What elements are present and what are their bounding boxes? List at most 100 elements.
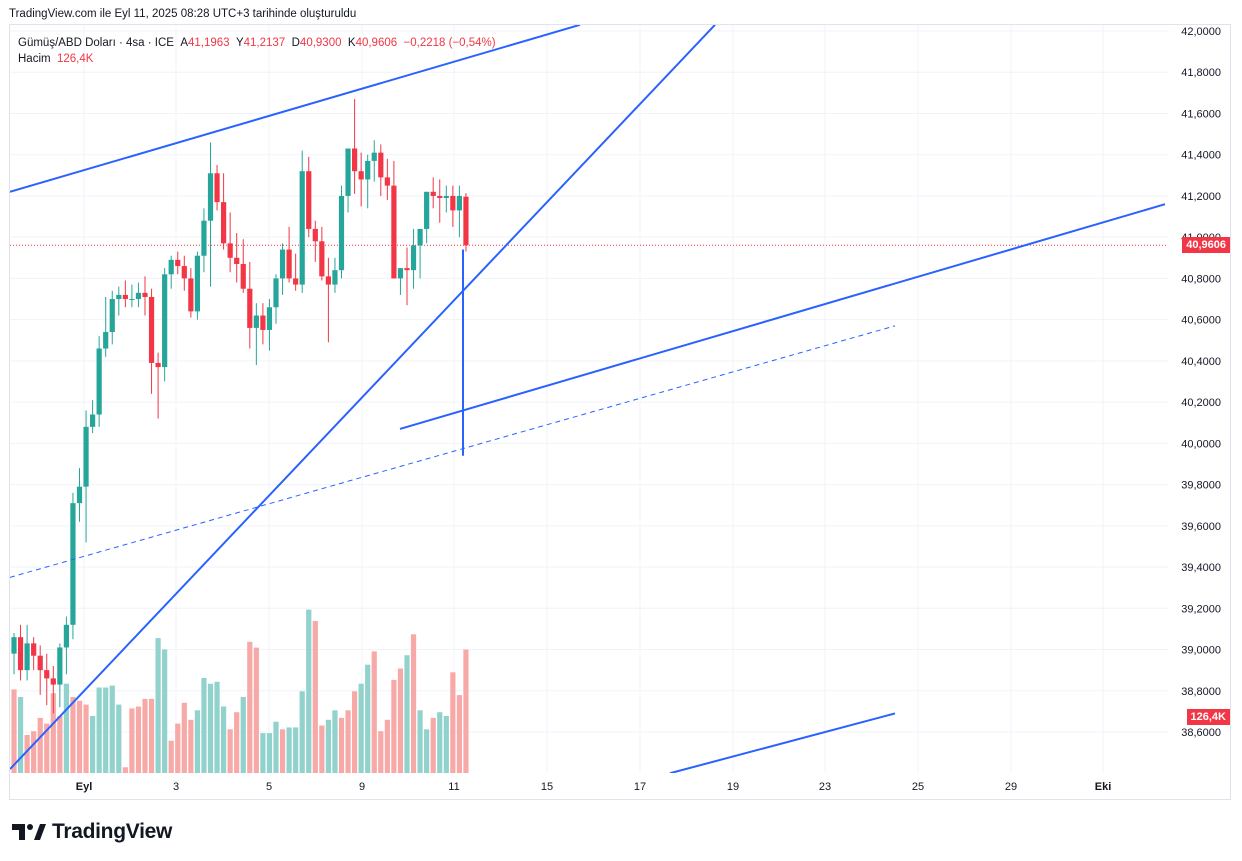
close-value: 40,9606 [355, 37, 398, 49]
low-value: 40,9300 [299, 37, 342, 49]
chart-frame [9, 24, 1231, 800]
volume-bar [456, 695, 462, 773]
volume-bar [37, 717, 43, 773]
close-label: K [347, 37, 356, 49]
candle-body [50, 678, 56, 685]
price-tick-label: 40,4000 [1181, 356, 1221, 368]
price-tick-label: 41,8000 [1181, 67, 1221, 79]
candle-body [456, 195, 462, 211]
price-axis: 42,000041,800041,600041,400041,200041,00… [1181, 26, 1221, 739]
volume-bar [332, 710, 338, 773]
volume-bar [247, 641, 253, 773]
volume-bar [109, 685, 115, 773]
volume-bar [404, 655, 410, 773]
candle-body [437, 195, 443, 199]
footer-logo[interactable]: TradingView [12, 820, 172, 844]
volume-bar [365, 664, 371, 773]
volume-bar [437, 712, 443, 773]
volume-bar [306, 609, 312, 773]
candle-body [450, 195, 456, 211]
candle-body [155, 362, 161, 368]
candle-body [319, 241, 325, 277]
trend-line [10, 25, 716, 770]
volume-bar [122, 767, 128, 773]
volume-bar [430, 717, 436, 773]
candle-body [175, 259, 181, 267]
volume-bar [463, 649, 469, 773]
volume-bar [443, 716, 449, 773]
candle-body [63, 624, 69, 648]
candle-body [384, 177, 390, 186]
volume-bar [384, 719, 390, 773]
volume-bar [135, 706, 142, 773]
volume-bar [214, 681, 220, 773]
volume-bar [299, 691, 305, 773]
candle-body [424, 191, 430, 229]
volume-bar [155, 638, 161, 773]
volume-bar [194, 710, 200, 773]
candle-body [227, 243, 233, 258]
candles [11, 99, 469, 714]
candle-body [378, 152, 384, 178]
candle-body [279, 249, 286, 279]
created-caption: TradingView.com ile Eyl 11, 2025 08:28 U… [9, 8, 357, 20]
candle-body [417, 228, 423, 246]
candle-body [312, 228, 318, 242]
volume-bar [417, 710, 423, 773]
candle-body [109, 299, 115, 333]
candle-body [162, 274, 168, 368]
candle-body [247, 288, 253, 328]
volume-bar [103, 687, 109, 773]
candle-body [37, 655, 43, 671]
trend-line [10, 25, 581, 193]
trend-line [399, 203, 1166, 430]
volume-bar [44, 723, 50, 773]
time-tick-label: 29 [1005, 781, 1017, 793]
candle-body [443, 195, 449, 199]
time-tick-label: 3 [173, 781, 179, 793]
symbol-label: Gümüş/ABD Doları · 4sa · ICE [18, 37, 174, 49]
price-tick-label: 40,0000 [1181, 438, 1221, 450]
candle-body [325, 276, 331, 285]
last-price-badge: 40,9606 [1182, 237, 1230, 254]
candle-body [90, 414, 96, 427]
price-tick-label: 39,0000 [1181, 645, 1221, 657]
candle-body [397, 268, 404, 279]
volume-bar [234, 712, 240, 773]
time-tick-label: 5 [266, 781, 272, 793]
volume-bar [201, 678, 207, 773]
candle-body [293, 278, 299, 285]
legend: Gümüş/ABD Doları · 4sa · ICE A41,1963 Y4… [18, 35, 496, 67]
candle-body [345, 148, 351, 196]
candle-body [194, 255, 200, 312]
candle-body [31, 643, 37, 656]
candle-body [168, 259, 174, 275]
trend-line [669, 712, 896, 773]
volume-bar [338, 717, 345, 773]
volume-bar [286, 727, 292, 773]
volume-bar [371, 651, 377, 773]
volume-bar [17, 697, 24, 773]
volume-bar [11, 689, 17, 773]
volume-bar [76, 700, 83, 773]
volume-bar [424, 729, 430, 773]
dashed-trend-line [10, 325, 896, 578]
candle-body [76, 486, 83, 504]
open-label: A [180, 37, 188, 49]
volume-bar [90, 716, 96, 773]
candle-body [352, 148, 358, 172]
candle-body [24, 643, 30, 671]
candle-body [286, 249, 292, 279]
low-label: D [291, 37, 300, 49]
trend-lines [10, 25, 1166, 773]
candle-body [338, 195, 345, 271]
candle-body [463, 196, 469, 246]
price-tick-label: 41,4000 [1181, 150, 1221, 162]
volume-bar [450, 672, 456, 773]
candle-body [273, 278, 279, 308]
candle-body [83, 426, 89, 487]
candle-body [148, 296, 155, 363]
candle-body [116, 294, 122, 300]
candle-body [181, 266, 187, 279]
